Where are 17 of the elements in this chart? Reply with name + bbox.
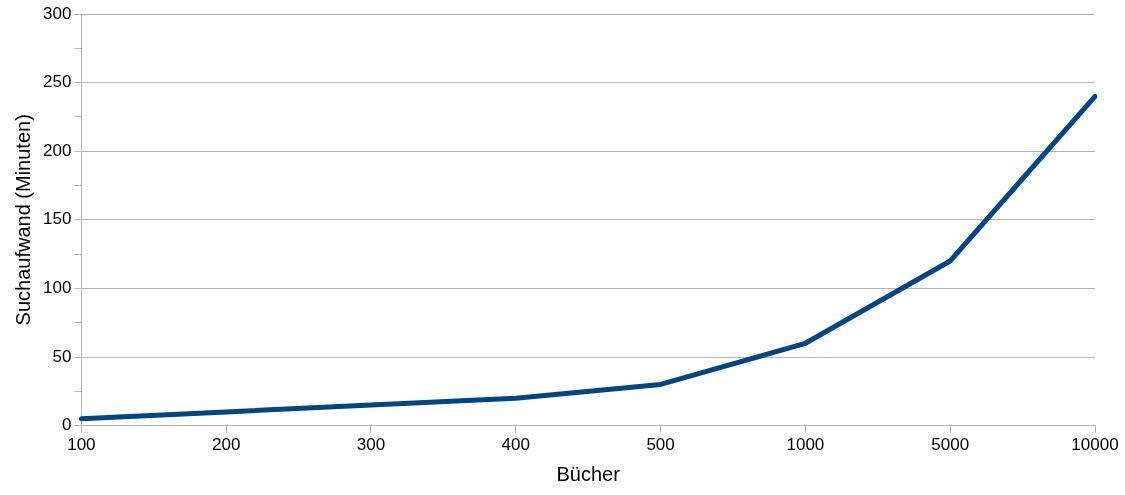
x-tick-label: 1000 <box>786 435 825 455</box>
y-tick-label: 100 <box>42 278 72 298</box>
x-tick-label: 10000 <box>1071 435 1119 455</box>
x-axis-title: Bücher <box>556 462 621 485</box>
x-tick-label: 400 <box>501 435 530 455</box>
y-tick-label: 200 <box>42 140 72 160</box>
x-tick-label: 5000 <box>931 435 970 455</box>
y-tick-label: 0 <box>61 415 72 435</box>
x-tick-label: 200 <box>211 435 241 455</box>
x-tick-label: 500 <box>646 435 675 455</box>
y-tick-label: 150 <box>42 209 72 229</box>
y-tick-label: 300 <box>42 3 72 23</box>
x-tick-label: 100 <box>67 435 96 455</box>
x-tick-label: 300 <box>356 435 386 455</box>
y-axis-title: Suchaufwand (Minuten) <box>11 114 34 326</box>
y-tick-label: 50 <box>52 346 72 366</box>
y-tick-label: 250 <box>42 72 72 92</box>
